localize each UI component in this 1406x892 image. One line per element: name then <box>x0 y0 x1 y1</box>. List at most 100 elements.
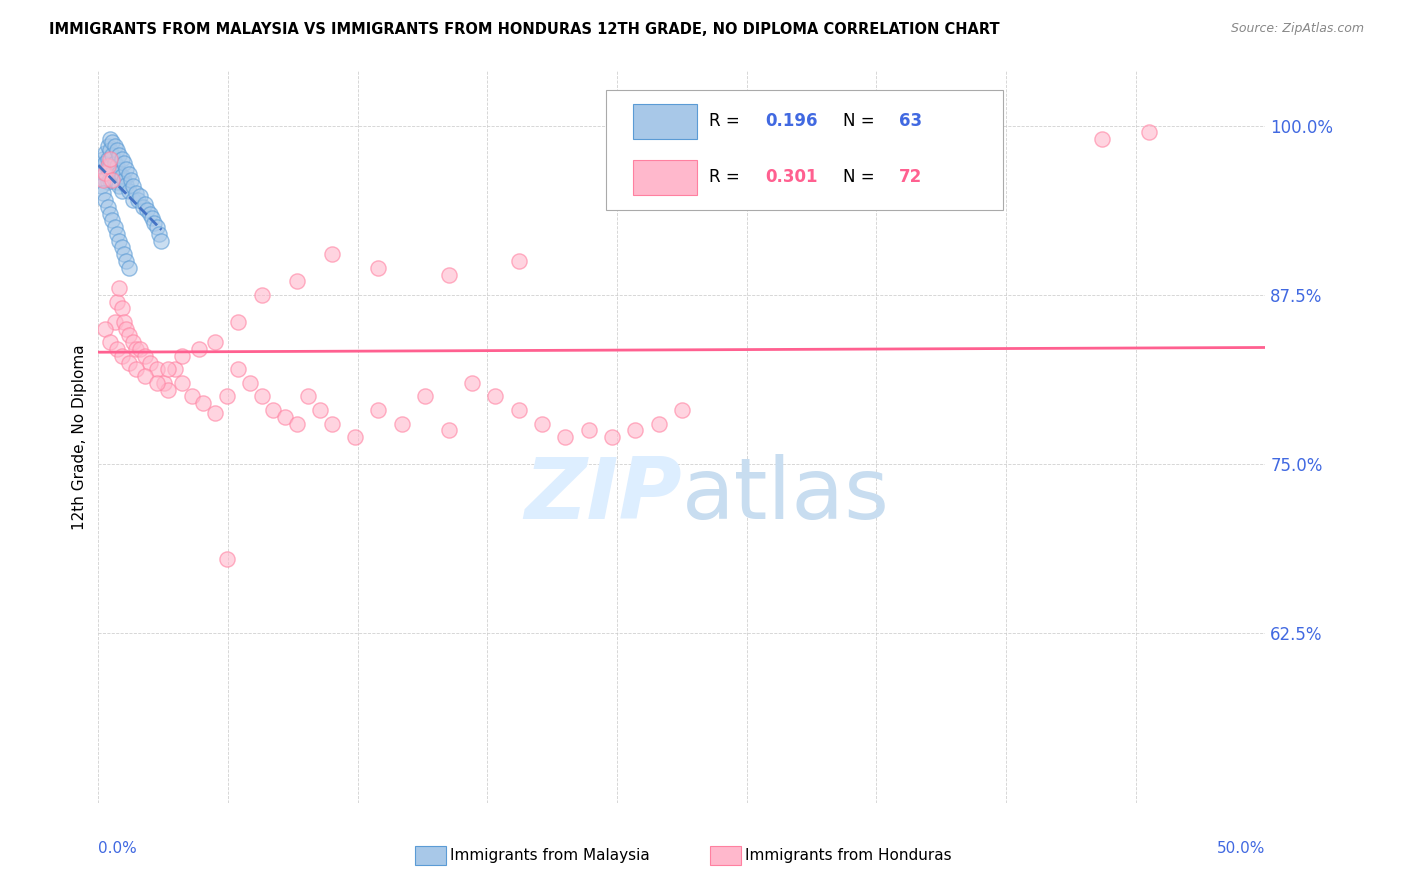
Point <box>600 430 623 444</box>
Point <box>285 274 308 288</box>
Point <box>172 376 194 390</box>
Point <box>141 211 163 225</box>
Point <box>129 342 152 356</box>
Point <box>139 355 162 369</box>
Point <box>112 156 135 170</box>
Text: Immigrants from Honduras: Immigrants from Honduras <box>745 848 952 863</box>
Point <box>172 349 194 363</box>
Point <box>187 342 209 356</box>
Point <box>97 200 120 214</box>
Point <box>104 220 127 235</box>
Point <box>122 179 145 194</box>
Point <box>94 156 117 170</box>
Point <box>101 148 124 162</box>
Point <box>108 281 131 295</box>
Point <box>508 403 530 417</box>
Point <box>118 260 141 275</box>
Point <box>134 197 156 211</box>
Point <box>297 389 319 403</box>
Text: 0.301: 0.301 <box>765 169 817 186</box>
Point <box>97 176 120 190</box>
Point <box>108 166 131 180</box>
Point <box>105 294 128 309</box>
Point <box>111 301 134 316</box>
Point <box>204 406 226 420</box>
Text: ZIP: ZIP <box>524 454 682 537</box>
Point <box>143 216 166 230</box>
Point <box>98 335 121 350</box>
Point <box>122 193 145 207</box>
Point <box>274 409 297 424</box>
Point <box>647 417 669 431</box>
Point <box>105 159 128 173</box>
Point <box>90 159 112 173</box>
Point <box>115 178 138 193</box>
Point <box>97 161 120 176</box>
Bar <box>633 160 697 195</box>
Point <box>120 172 142 186</box>
Point <box>461 376 484 390</box>
Point <box>97 153 120 167</box>
Point <box>90 179 112 194</box>
Point <box>134 369 156 384</box>
Text: N =: N = <box>844 169 880 186</box>
Point <box>671 403 693 417</box>
Point <box>437 423 460 437</box>
Point <box>108 234 131 248</box>
Text: 0.196: 0.196 <box>765 112 817 130</box>
Text: R =: R = <box>709 112 745 130</box>
Point <box>262 403 284 417</box>
Point <box>367 403 389 417</box>
Text: 0.0%: 0.0% <box>98 841 138 855</box>
Point <box>250 389 273 403</box>
Point <box>146 362 169 376</box>
Point <box>91 166 114 180</box>
Point <box>134 349 156 363</box>
Point <box>104 156 127 170</box>
Point <box>118 328 141 343</box>
Point <box>115 254 138 268</box>
Point <box>98 143 121 157</box>
Point <box>146 220 169 235</box>
Text: Immigrants from Malaysia: Immigrants from Malaysia <box>450 848 650 863</box>
Point <box>101 166 124 180</box>
Point <box>165 362 187 376</box>
Point <box>118 355 141 369</box>
Point <box>180 389 202 403</box>
Point <box>108 179 131 194</box>
Point <box>98 206 121 220</box>
Point <box>118 184 141 198</box>
Point <box>157 383 180 397</box>
Point <box>94 322 117 336</box>
Point <box>146 376 169 390</box>
Text: N =: N = <box>844 112 880 130</box>
Point <box>94 166 117 180</box>
Point <box>1091 132 1114 146</box>
Point <box>344 430 367 444</box>
Y-axis label: 12th Grade, No Diploma: 12th Grade, No Diploma <box>72 344 87 530</box>
Point <box>112 247 135 261</box>
Point <box>228 315 250 329</box>
Point <box>97 159 120 173</box>
Point <box>101 172 124 186</box>
Point <box>97 139 120 153</box>
Point <box>554 430 576 444</box>
Point <box>94 172 117 186</box>
Point <box>285 417 308 431</box>
Point <box>215 552 238 566</box>
Point <box>115 322 138 336</box>
Point <box>94 193 117 207</box>
Point <box>578 423 600 437</box>
Text: IMMIGRANTS FROM MALAYSIA VS IMMIGRANTS FROM HONDURAS 12TH GRADE, NO DIPLOMA CORR: IMMIGRANTS FROM MALAYSIA VS IMMIGRANTS F… <box>49 22 1000 37</box>
Point <box>125 362 148 376</box>
Point <box>228 362 250 376</box>
Point <box>413 389 436 403</box>
Point <box>101 213 124 227</box>
Point <box>98 159 121 173</box>
Text: R =: R = <box>709 169 745 186</box>
Point <box>132 200 155 214</box>
Point <box>215 389 238 403</box>
Point <box>122 335 145 350</box>
Point <box>250 288 273 302</box>
Point <box>204 335 226 350</box>
